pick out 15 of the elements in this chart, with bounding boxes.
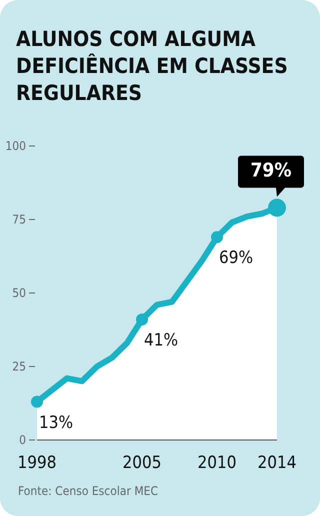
y-tick-label: 75	[12, 212, 26, 226]
data-label: 13%	[39, 412, 73, 433]
x-tick-label: 2014	[258, 453, 296, 473]
y-tick-label: 100	[5, 139, 26, 153]
y-tick-label: 25	[12, 360, 26, 374]
data-label: 69%	[219, 248, 253, 268]
x-tick-label: 1998	[18, 453, 56, 473]
x-tick-label: 2010	[198, 453, 236, 473]
y-tick-label: 50	[12, 286, 26, 300]
y-tick-label: 0	[19, 433, 26, 447]
source-note: Fonte: Censo Escolar MEC	[18, 484, 158, 498]
data-label: 41%	[144, 330, 178, 350]
data-label: 79%	[250, 160, 292, 182]
chart-title: ALUNOS COM ALGUMA DEFICIÊNCIA EM CLASSES REGULARES	[16, 27, 288, 105]
x-tick-label: 2005	[122, 453, 162, 473]
